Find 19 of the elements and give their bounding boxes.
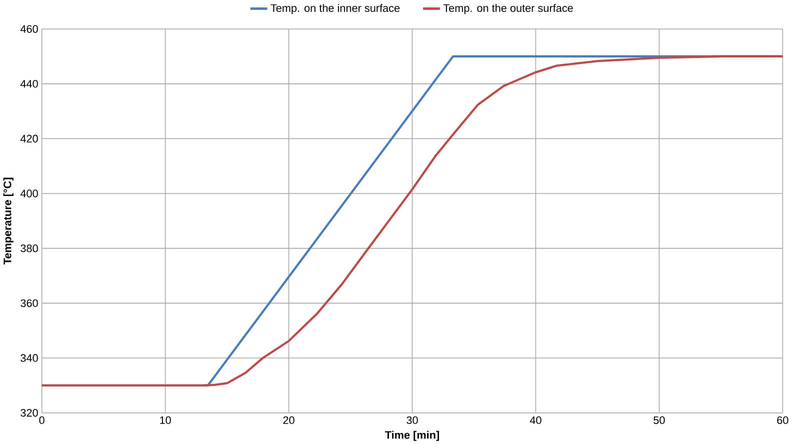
- y-tick-label: 340: [20, 354, 38, 362]
- y-tick-label: 440: [20, 80, 38, 88]
- y-tick-label: 320: [20, 408, 38, 417]
- y-tick-label: 400: [20, 190, 38, 198]
- x-tick-label: 50: [654, 416, 665, 424]
- x-tick-label: 0: [39, 416, 44, 424]
- x-tick-label: 60: [777, 416, 788, 424]
- x-tick-label: 30: [406, 416, 418, 424]
- y-tick-label: 460: [20, 25, 38, 33]
- legend-label: Temp. on the inner surface: [270, 4, 400, 14]
- y-axis-title: Temperature [°C]: [3, 178, 14, 264]
- x-axis-title: Time [min]: [385, 430, 439, 441]
- y-tick-label: 380: [20, 244, 38, 252]
- x-tick-label: 40: [530, 416, 542, 424]
- legend-label: Temp. on the outer surface: [443, 4, 573, 14]
- y-tick-label: 420: [20, 134, 38, 142]
- y-tick-label: 360: [20, 299, 38, 307]
- x-tick-label: 10: [160, 416, 171, 424]
- x-tick-label: 20: [283, 416, 294, 424]
